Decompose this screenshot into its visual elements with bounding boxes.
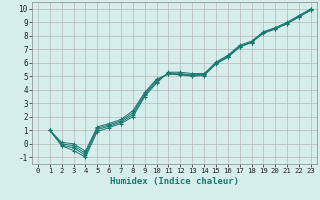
- X-axis label: Humidex (Indice chaleur): Humidex (Indice chaleur): [110, 177, 239, 186]
